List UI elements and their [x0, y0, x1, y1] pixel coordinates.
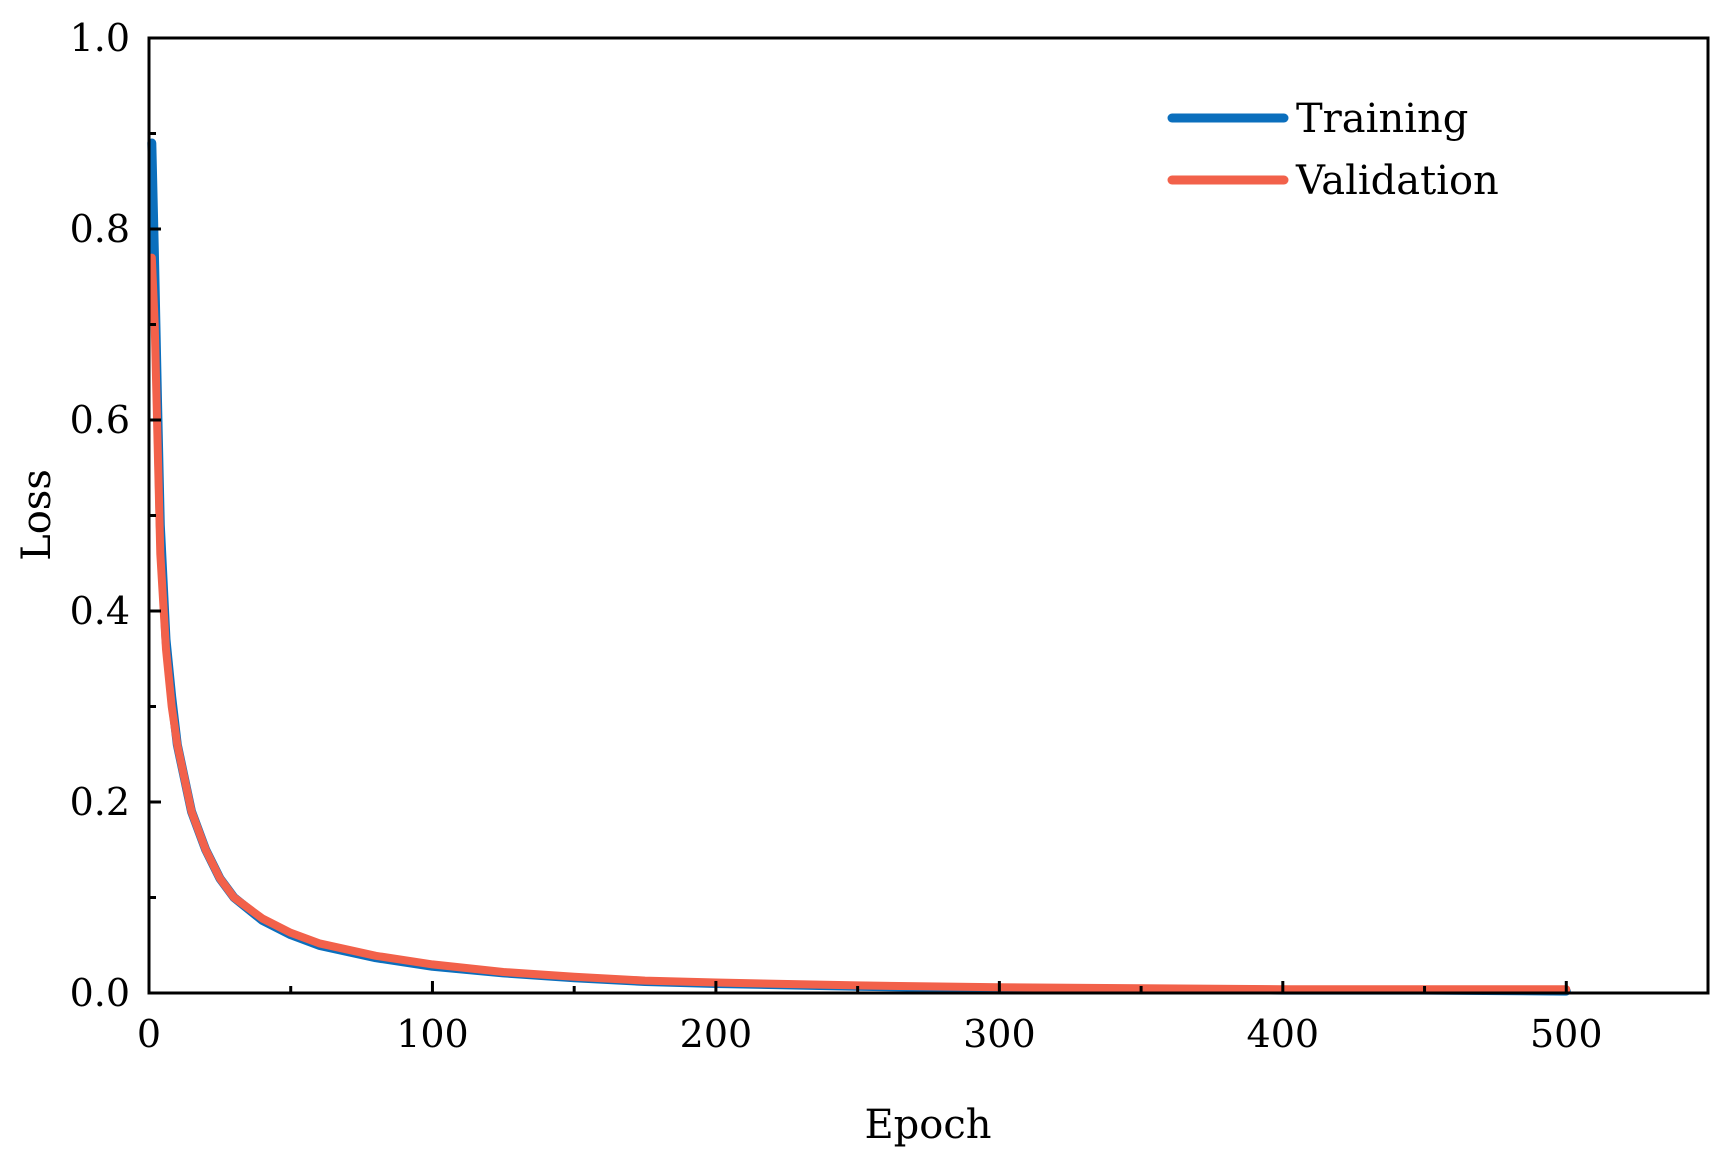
legend-label-training: Training	[1296, 96, 1468, 142]
y-tick-label: 0.6	[70, 398, 130, 442]
series-line-validation	[147, 253, 1571, 994]
legend-label-validation: Validation	[1295, 158, 1499, 204]
x-tick-label: 0	[137, 1012, 161, 1056]
x-tick-label: 500	[1530, 1012, 1603, 1056]
x-tick-label: 400	[1247, 1012, 1320, 1056]
axis-ticks: 0 100 200 300 400 500 0.0 0.2 0.4 0.6 0.8 1.0	[70, 16, 1603, 1056]
y-tick-label: 1.0	[70, 16, 130, 60]
x-tick-label: 100	[396, 1012, 469, 1056]
legend: Training Validation	[1167, 96, 1499, 204]
x-tick-label: 300	[963, 1012, 1036, 1056]
x-axis-title: Epoch	[864, 1102, 991, 1148]
y-tick-label: 0.4	[70, 589, 130, 633]
y-tick-label: 0.8	[70, 207, 130, 251]
y-axis-title: Loss	[14, 469, 60, 561]
x-tick-label: 200	[680, 1012, 753, 1056]
series-line-training	[147, 138, 1571, 996]
y-tick-label: 0.0	[70, 971, 130, 1015]
plot-area	[147, 138, 1571, 996]
y-tick-label: 0.2	[70, 780, 130, 824]
